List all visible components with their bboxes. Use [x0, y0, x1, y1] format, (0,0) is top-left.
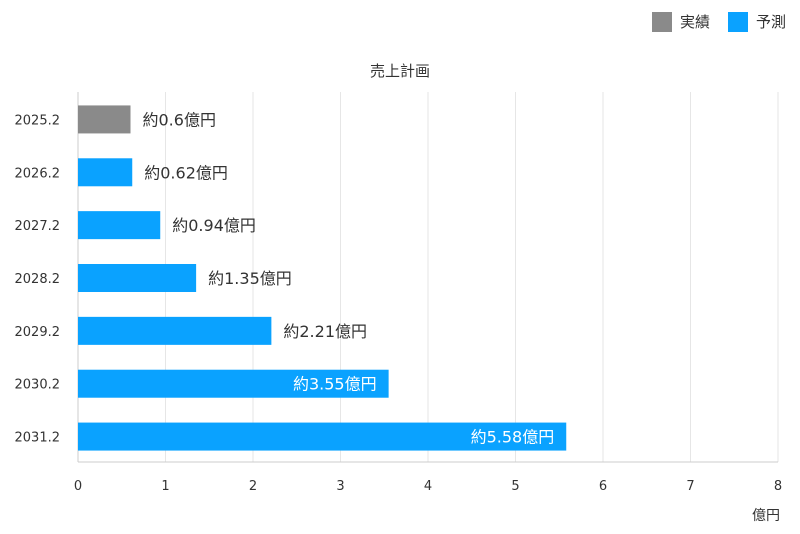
data-label-2030.2: 約3.55億円 [293, 375, 377, 394]
y-category-label-2026.2: 2026.2 [15, 166, 61, 181]
y-category-label-2029.2: 2029.2 [15, 325, 61, 340]
legend: 実績 予測 [651, 11, 786, 32]
y-category-label-2030.2: 2030.2 [15, 378, 61, 393]
x-tick-label-3: 3 [336, 479, 344, 494]
data-label-2029.2: 約2.21億円 [283, 322, 367, 341]
chart-title: 売上計画 [369, 62, 430, 80]
legend-swatch-actual [651, 11, 672, 32]
legend-item-actual[interactable]: 実績 [651, 11, 710, 32]
y-category-label-2031.2: 2031.2 [15, 431, 61, 446]
bar-2025.2 [78, 105, 131, 134]
bar-2028.2 [78, 264, 197, 292]
bar-2026.2 [78, 158, 133, 187]
y-category-label-2027.2: 2027.2 [15, 219, 61, 234]
x-tick-label-5: 5 [511, 479, 519, 494]
data-label-2025.2: 約0.6億円 [143, 110, 216, 129]
data-label-2026.2: 約0.62億円 [144, 163, 228, 182]
x-tick-label-6: 6 [599, 479, 607, 494]
x-tick-label-4: 4 [424, 479, 432, 494]
x-tick-label-2: 2 [249, 479, 257, 494]
y-category-label-2025.2: 2025.2 [15, 113, 61, 128]
y-category-label-2028.2: 2028.2 [15, 272, 61, 287]
x-tick-label-7: 7 [686, 479, 694, 494]
data-label-2027.2: 約0.94億円 [172, 216, 256, 235]
legend-swatch-forecast [727, 11, 748, 32]
bar-2029.2 [78, 316, 272, 345]
bar-2027.2 [78, 211, 161, 240]
bar-2030.2 [78, 369, 389, 398]
x-tick-label-8: 8 [774, 479, 782, 494]
legend-label-forecast: 予測 [755, 13, 786, 31]
x-axis-unit-label: 億円 [752, 508, 780, 524]
data-label-2031.2: 約5.58億円 [471, 428, 555, 447]
x-tick-label-0: 0 [74, 479, 82, 494]
x-tick-label-1: 1 [161, 479, 169, 494]
legend-item-forecast[interactable]: 予測 [727, 11, 786, 32]
bar-2031.2 [78, 422, 567, 451]
legend-label-actual: 実績 [679, 13, 710, 31]
data-label-2028.2: 約1.35億円 [208, 269, 292, 288]
